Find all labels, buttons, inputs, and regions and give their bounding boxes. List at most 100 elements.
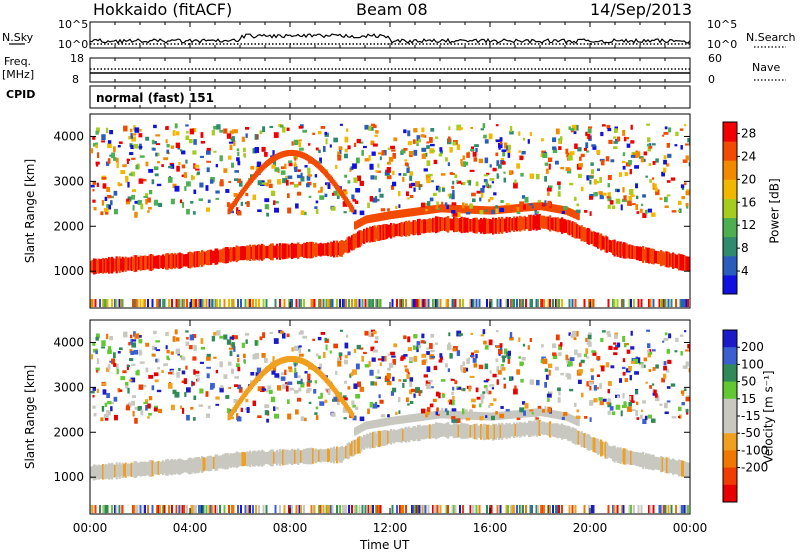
power-echo-cell [586,227,589,244]
power-echo-cell [213,150,217,153]
velocity-echo-cell [229,336,234,340]
power-echo-cell [322,243,325,256]
power-echo-cell [684,124,687,127]
velocity-echo-cell [583,505,586,514]
power-echo-cell [655,158,659,163]
power-echo-cell [658,251,661,265]
nsky-tick-top: 10^5 [58,18,89,31]
power-echo-cell [147,299,149,308]
power-echo-cell [475,147,478,153]
velocity-echo-cell [613,445,616,463]
velocity-echo-cell [649,505,652,514]
power-echo-cell [314,206,318,209]
power-echo-cell [256,161,262,168]
velocity-echo-cell [627,406,632,412]
velocity-echo-cell [472,505,475,514]
power-echo-cell [156,183,162,187]
velocity-echo-cell [331,505,334,514]
velocity-echo-cell [552,352,557,356]
velocity-echo-cell [558,391,561,396]
power-echo-cell [596,180,599,184]
velocity-echo-cell [108,410,112,416]
velocity-echo-cell [226,339,232,345]
velocity-echo-cell [679,505,682,514]
power-echo-cell [667,299,670,308]
velocity-echo-cell [156,505,158,514]
power-echo-cell [666,180,671,183]
power-echo-cell [310,241,313,259]
velocity-echo-cell [205,456,208,471]
velocity-echo-cell [118,462,121,479]
velocity-echo-cell [492,373,497,378]
power-echo-cell [396,223,399,237]
velocity-echo-cell [408,414,411,423]
velocity-echo-cell [113,414,118,421]
power-echo-cell [617,136,621,142]
velocity-echo-cell [103,414,109,418]
power-echo-cell [555,204,558,213]
velocity-echo-cell [291,505,293,514]
velocity-echo-cell [655,395,660,402]
velocity-echo-cell [451,408,457,412]
power-echo-cell [245,126,250,130]
velocity-echo-cell [297,345,300,351]
velocity-echo-cell [387,367,391,371]
power-echo-cell [629,189,632,195]
power-echo-cell [663,252,666,266]
velocity-echo-cell [485,387,489,393]
velocity-echo-cell [206,353,211,357]
velocity-echo-cell [343,505,346,514]
power-echo-cell [255,299,257,308]
freq-tick-top: 18 [70,52,84,65]
velocity-echo-cell [568,414,571,423]
velocity-echo-cell [189,457,192,475]
power-echo-cell [508,170,513,176]
power-echo-cell [135,299,137,308]
power-echo-cell [270,190,276,197]
velocity-echo-cell [324,337,327,342]
power-echo-cell [101,199,105,206]
velocity-echo-cell [454,423,457,439]
power-echo-cell [130,133,133,139]
velocity-echo-cell [439,410,442,419]
velocity-echo-cell [414,426,417,441]
velocity-echo-cell [132,339,137,342]
power-echo-cell [596,149,601,155]
power-echo-cell [663,167,667,173]
power-echo-cell [496,160,500,167]
power-echo-cell [137,199,142,205]
velocity-echo-cell [153,462,156,475]
power-echo-cell [669,253,672,267]
velocity-echo-cell [107,349,112,355]
velocity-echo-cell [112,464,115,478]
power-echo-cell [386,175,392,180]
velocity-echo-cell [186,336,189,340]
velocity-echo-cell [558,411,561,420]
power-echo-cell [238,180,243,187]
velocity-echo-cell [412,505,415,514]
velocity-echo-cell [374,381,378,386]
power-echo-cell [226,133,232,139]
power-echo-cell [565,167,571,172]
velocity-echo-cell [503,383,507,389]
velocity-echo-cell [408,356,414,362]
velocity-echo-cell [495,358,499,363]
velocity-echo-cell [546,409,549,418]
power-echo-cell [372,225,375,243]
power-echo-cell [384,224,387,240]
velocity-echo-cell [420,426,423,440]
power-echo-cell [179,199,183,204]
power-echo-cell [271,243,274,261]
velocity-echo-cell [95,367,100,371]
power-echo-cell [376,170,381,173]
velocity-echo-cell [265,505,268,514]
power-echo-cell [557,181,561,186]
power-echo-cell [547,216,550,230]
velocity-echo-cell [256,367,262,374]
velocity-echo-cell [344,380,348,384]
x-tick-label: 00:00 [73,521,108,535]
power-echo-cell [522,217,525,230]
power-echo-cell [588,299,590,308]
power-echo-cell [370,175,375,180]
velocity-echo-cell [252,505,254,514]
